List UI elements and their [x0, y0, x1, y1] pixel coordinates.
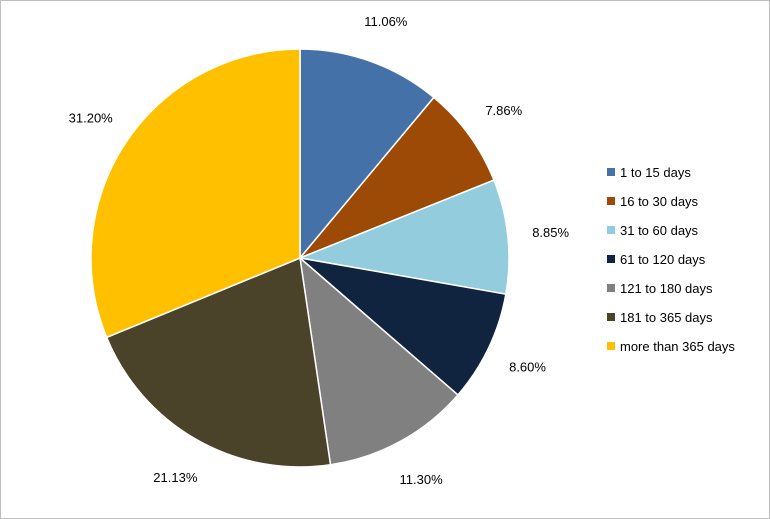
legend-label-3: 31 to 60 days [620, 223, 699, 238]
legend-swatch-5 [607, 284, 615, 292]
legend-swatch-1 [607, 168, 615, 176]
data-label-6: 21.13% [153, 470, 198, 485]
pie-slice-5 [298, 256, 459, 466]
pie-slices [90, 48, 510, 468]
pie-slice-4 [297, 256, 507, 396]
legend-swatch-2 [607, 197, 615, 205]
data-label-1: 11.06% [364, 14, 408, 29]
data-label-7: 31.20% [69, 111, 114, 126]
legend-swatch-3 [607, 226, 615, 234]
legend: 1 to 15 days 16 to 30 days 31 to 60 days 61… [607, 165, 735, 354]
data-label-3: 8.85% [532, 225, 569, 240]
legend-label-6: 181 to 365 days [620, 310, 713, 325]
legend-swatch-6 [607, 313, 615, 321]
data-label-2: 7.86% [485, 103, 522, 118]
pie-data-labels: 11.06% 7.86% 8.85% 8.60% 11.30% 21.13% 31.20% [69, 14, 570, 487]
data-label-5: 11.30% [400, 472, 444, 487]
legend-label-4: 61 to 120 days [620, 252, 706, 267]
legend-swatch-7 [607, 342, 615, 350]
pie-slice-7 [90, 48, 301, 339]
pie-slice-2 [299, 96, 495, 259]
pie-slice-1 [299, 48, 435, 261]
pie-slice-6 [105, 256, 332, 468]
pie-slice-3 [297, 179, 510, 296]
legend-label-5: 121 to 180 days [620, 281, 713, 296]
legend-label-2: 16 to 30 days [620, 194, 699, 209]
legend-label-1: 1 to 15 days [620, 165, 691, 180]
data-label-4: 8.60% [509, 359, 546, 374]
legend-label-7: more than 365 days [620, 339, 735, 354]
legend-swatch-4 [607, 255, 615, 263]
